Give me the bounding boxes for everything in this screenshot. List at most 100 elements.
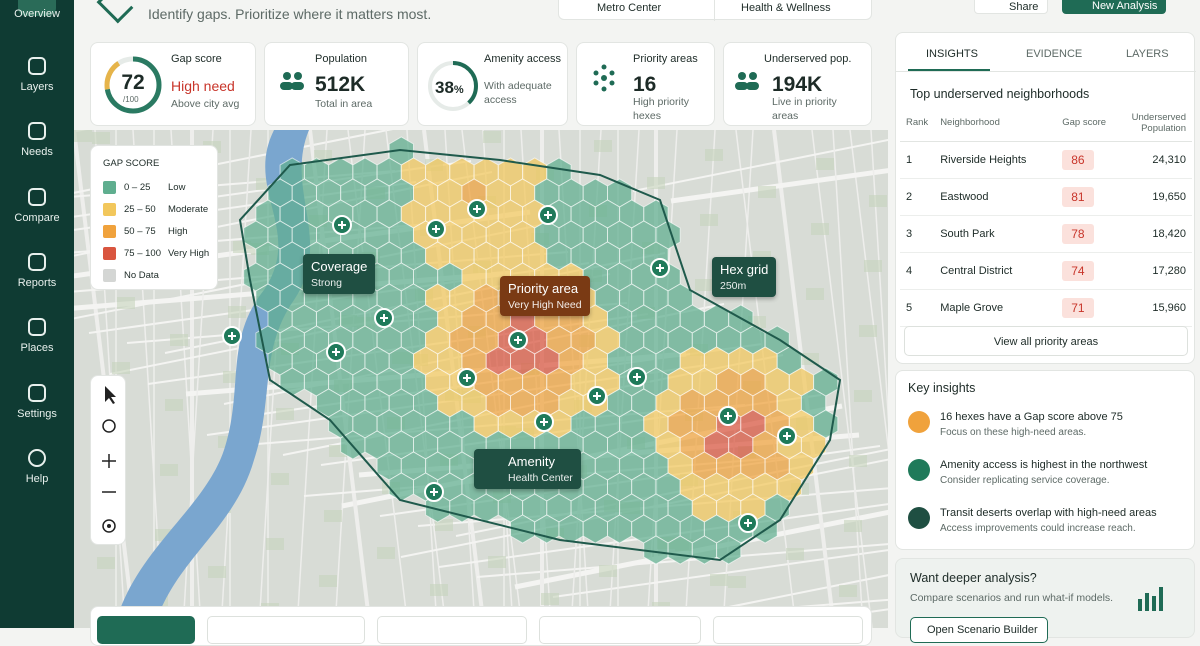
callout-title: Coverage: [311, 259, 368, 274]
table-row[interactable]: 2 Eastwood 81 19,650: [900, 178, 1192, 216]
legend-label: High: [168, 226, 188, 237]
score-badge: 74: [1062, 260, 1094, 281]
insight-text: Consider replicating service coverage.: [940, 475, 1110, 486]
gap-ring: [104, 56, 162, 114]
block: [839, 585, 857, 597]
kpi-value: 72: [121, 71, 145, 94]
nav-icon: [28, 252, 46, 271]
layer-tab[interactable]: [97, 616, 195, 644]
table-cell: 74: [1056, 252, 1126, 290]
pin-glyph: [593, 392, 601, 400]
road: [632, 138, 888, 192]
cta-card: Want deeper analysis? Compare scenarios …: [895, 558, 1195, 643]
layer-tabs: [90, 606, 872, 646]
new-analysis-button[interactable]: New Analysis: [1062, 0, 1166, 14]
score-badge: 71: [1062, 297, 1094, 318]
kpi-value: 16: [633, 73, 657, 96]
nav-label: Layers: [20, 81, 54, 93]
layer-tab[interactable]: [713, 616, 863, 644]
table-cell: Eastwood: [934, 178, 1057, 216]
road: [552, 549, 888, 598]
block: [864, 260, 882, 272]
legend-title: GAP SCORE: [103, 158, 160, 169]
pin-glyph: [544, 211, 552, 219]
tab[interactable]: EVIDENCE: [1026, 48, 1083, 60]
nav-item[interactable]: Places: [0, 318, 74, 354]
kpi-card: 38% Amenity access With adequate access: [417, 42, 568, 126]
pin-glyph: [430, 488, 438, 496]
layer-tab[interactable]: [539, 616, 701, 644]
block: [816, 158, 834, 170]
table-cell: 18,420: [1125, 215, 1192, 253]
table-header: Rank Neighborhood Gap score Underserved Pop…: [900, 105, 1192, 142]
block: [74, 130, 92, 142]
table-row[interactable]: 1 Riverside Heights 86 24,310: [900, 141, 1192, 179]
map-tools: [90, 375, 126, 545]
legend-range: 50 – 75: [124, 226, 156, 237]
road: [870, 130, 888, 425]
callout-sub: Health Center: [508, 472, 573, 484]
table: Rank Neighborhood Gap score Underserved Pop…: [900, 105, 1192, 327]
bars-icon: [1138, 587, 1163, 611]
divider: [714, 0, 715, 21]
callout: Hex grid 250m: [712, 257, 777, 297]
tab[interactable]: INSIGHTS: [926, 48, 978, 60]
kpi-value: 512K: [315, 73, 366, 96]
key-insights: Key insights 16 hexes have a Gap score a…: [895, 370, 1195, 550]
layer-tab[interactable]: [377, 616, 527, 644]
block: [319, 575, 337, 587]
block: [170, 334, 188, 346]
block: [483, 131, 501, 143]
nav-item[interactable]: Needs: [0, 122, 74, 158]
column-header: Neighborhood: [934, 105, 1057, 142]
tab[interactable]: LAYERS: [1126, 48, 1169, 60]
nav-item[interactable]: Help: [0, 448, 74, 485]
nav-item[interactable]: Compare: [0, 187, 74, 224]
kpi-label: Underserved pop.: [764, 53, 852, 65]
nav-item[interactable]: Layers: [0, 57, 74, 93]
table-cell: Maple Grove: [934, 289, 1057, 327]
nav-label: Settings: [17, 407, 57, 420]
pins: [222, 199, 797, 533]
layer-tab[interactable]: [207, 616, 365, 644]
block: [710, 574, 728, 586]
kpi-value: 194K: [772, 73, 823, 96]
nav-label: Help: [25, 472, 49, 485]
legend-swatch: [103, 269, 116, 282]
block: [488, 556, 506, 568]
share-button[interactable]: Share: [974, 0, 1048, 14]
hex-icon: [593, 64, 615, 92]
table-cell: 17,280: [1125, 252, 1192, 290]
insight-title: Amenity access is highest in the northwe…: [940, 459, 1148, 471]
table-cell: South Park: [934, 215, 1057, 253]
filter[interactable]: Metro Center: [597, 2, 662, 14]
road: [849, 130, 888, 452]
table-row[interactable]: 5 Maple Grove 71 15,960: [900, 289, 1192, 327]
nav-label: Compare: [14, 211, 60, 224]
kpi-card: Priority areas 16 High priority hexes: [576, 42, 715, 126]
kpi-note: With adequate access: [484, 80, 552, 106]
cta-title: Want deeper analysis?: [910, 571, 1037, 585]
kpi-scale: /100: [123, 95, 139, 104]
block: [811, 223, 829, 235]
table-row[interactable]: 4 Central District 74 17,280: [900, 252, 1192, 290]
view-all-link[interactable]: View all priority areas: [904, 326, 1188, 356]
nav-item[interactable]: Settings: [0, 383, 74, 420]
block: [695, 279, 713, 291]
filter[interactable]: Health & Wellness: [741, 2, 831, 14]
insight-text: Focus on these high-need areas.: [940, 427, 1087, 438]
nav-item[interactable]: Reports: [0, 252, 74, 289]
pin-glyph: [338, 221, 346, 229]
table-row[interactable]: 3 South Park 78 18,420: [900, 215, 1192, 253]
callout-sub: Very High Need: [508, 299, 582, 311]
kpi-label: Priority areas: [633, 53, 698, 65]
legend-label: No Data: [124, 270, 159, 281]
cta-button[interactable]: Open Scenario Builder: [910, 617, 1048, 643]
tab-indicator: [908, 69, 990, 71]
legend-swatch: [103, 181, 116, 194]
pin-glyph: [473, 205, 481, 213]
nav-item[interactable]: Overview: [0, 8, 74, 20]
table-cell: Riverside Heights: [934, 141, 1057, 179]
legend-swatch: [103, 225, 116, 238]
block: [271, 473, 289, 485]
